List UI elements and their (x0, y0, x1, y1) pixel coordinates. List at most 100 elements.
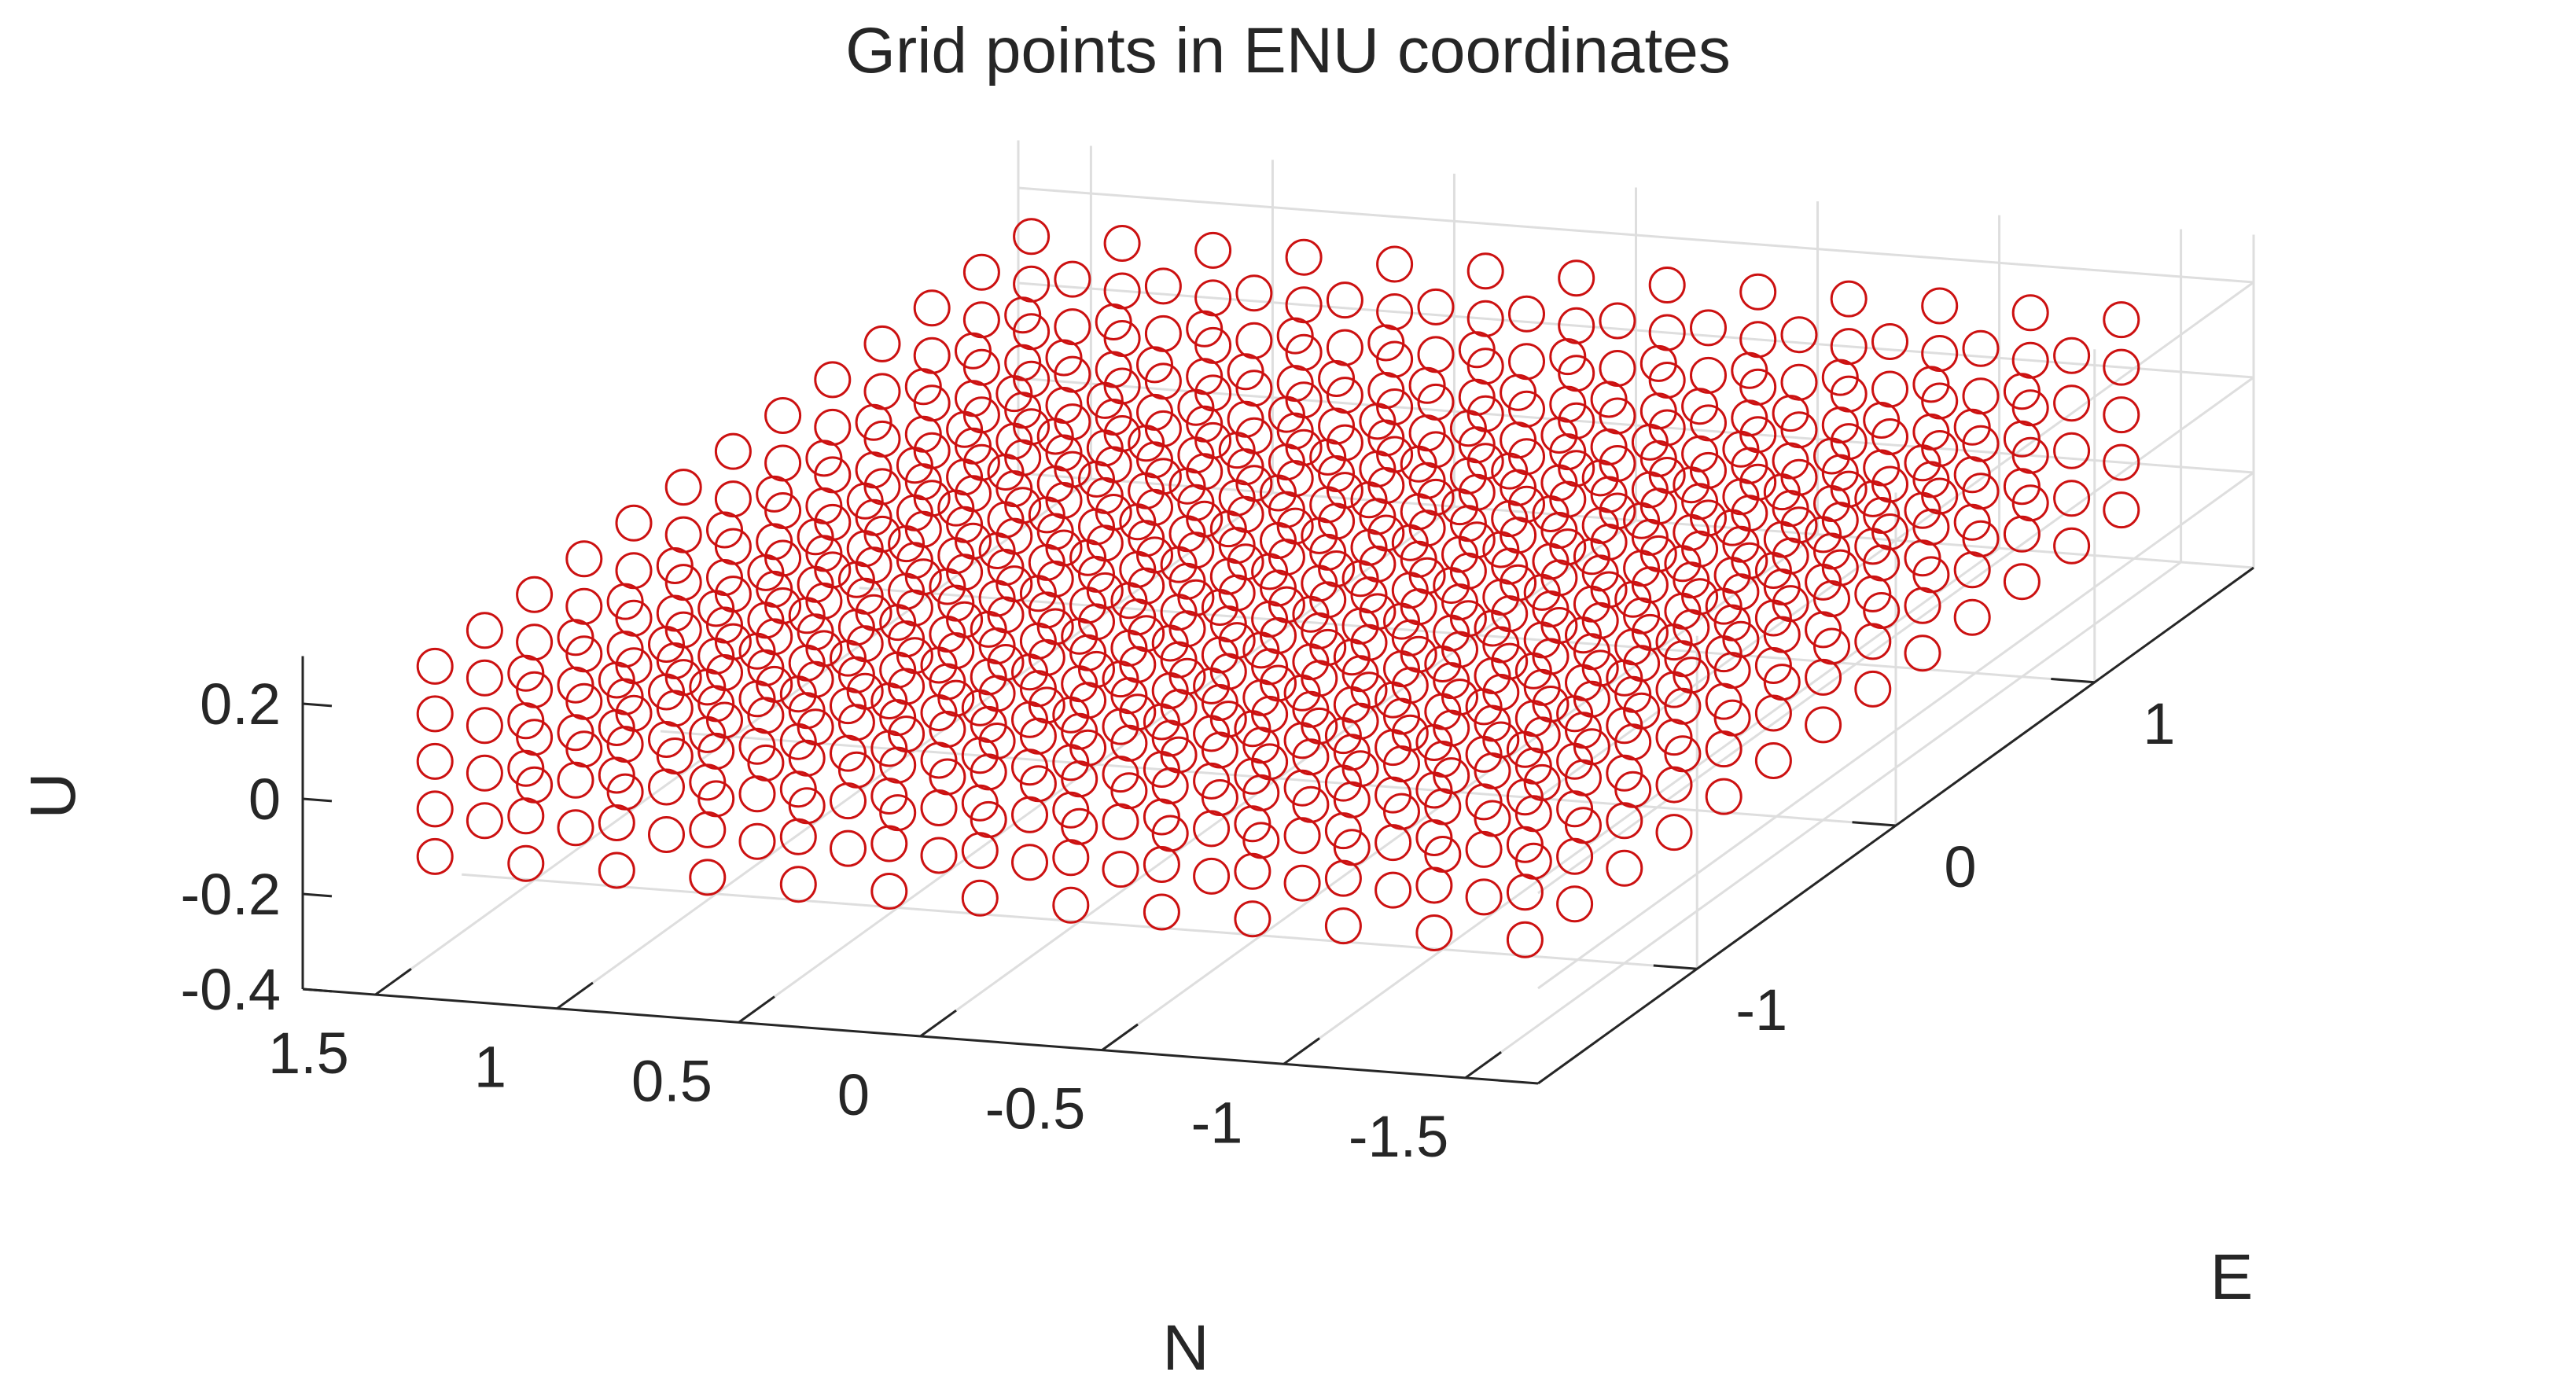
data-point (946, 506, 984, 543)
data-point (1143, 751, 1180, 788)
data-point (788, 739, 826, 777)
data-point (830, 782, 867, 820)
data-point (1763, 616, 1801, 653)
data-point (779, 866, 817, 903)
data-point (1128, 520, 1165, 557)
data-point (416, 742, 454, 780)
data-point (913, 337, 951, 374)
data-point (879, 794, 917, 832)
data-point (1506, 730, 1544, 768)
data-point (507, 702, 545, 740)
data-point (1201, 636, 1238, 674)
data-point (1011, 653, 1048, 691)
data-point (1318, 455, 1356, 492)
data-point (946, 410, 984, 448)
data-point (814, 408, 852, 446)
data-point (1565, 616, 1602, 654)
data-point (1863, 544, 1901, 582)
data-point (1863, 402, 1901, 439)
data-point (1367, 324, 1405, 362)
data-point (1011, 701, 1048, 738)
data-point (507, 654, 545, 692)
data-point (1705, 635, 1742, 673)
n-tick-label: 1.5 (268, 1021, 349, 1086)
data-point (1078, 508, 1115, 546)
data-point (1854, 623, 1892, 660)
data-point (2003, 515, 2041, 553)
data-point (814, 361, 852, 399)
data-point (1532, 543, 1570, 580)
data-point (1415, 914, 1453, 951)
u-tick (302, 892, 333, 898)
data-point (1333, 781, 1371, 818)
data-point (1821, 454, 1859, 491)
data-point (1912, 366, 1950, 403)
data-point (779, 771, 817, 808)
data-point (920, 741, 958, 779)
n-tick (1282, 1037, 1320, 1065)
data-point (1283, 817, 1321, 855)
data-point (1780, 363, 1818, 401)
data-point (2053, 432, 2091, 469)
data-point (1193, 810, 1231, 848)
data-point (1813, 580, 1850, 617)
y-axis-label: E (2210, 1241, 2254, 1313)
data-point (1235, 370, 1273, 407)
data-point (1465, 830, 1503, 868)
data-point (1962, 377, 2000, 415)
data-point (648, 626, 685, 663)
data-point (1813, 485, 1850, 522)
data-point (1292, 785, 1330, 823)
data-point (598, 804, 635, 841)
data-point (1722, 478, 1760, 516)
data-point (2103, 443, 2140, 481)
chart-title: Grid points in ENU coordinates (845, 15, 1731, 86)
data-point (1234, 710, 1271, 748)
grid-line (1537, 471, 2254, 990)
data-point (1581, 459, 1619, 497)
data-point (598, 851, 635, 889)
data-point (1359, 450, 1397, 487)
data-point (987, 454, 1025, 491)
data-point (1854, 480, 1892, 517)
data-point (1854, 670, 1892, 708)
data-point (1590, 428, 1628, 465)
data-point (1391, 524, 1429, 561)
data-point (1433, 614, 1470, 652)
data-point (1500, 373, 1537, 411)
data-point (1590, 476, 1628, 513)
grid-line (660, 730, 1897, 827)
data-point (1193, 762, 1231, 800)
data-point (846, 482, 884, 520)
data-point (1556, 837, 1594, 875)
data-point (1491, 500, 1529, 538)
data-point (1415, 866, 1453, 904)
data-point (1143, 703, 1180, 741)
data-point (788, 692, 826, 730)
data-point (1449, 410, 1487, 447)
data-point (1102, 756, 1139, 793)
data-point (1681, 388, 1719, 425)
data-point (937, 537, 975, 575)
data-point (946, 458, 984, 496)
data-point (1506, 826, 1544, 863)
data-point (1415, 771, 1453, 809)
data-point (1359, 403, 1397, 440)
data-point (1523, 573, 1561, 611)
data-point (978, 627, 1016, 664)
data-point (1830, 280, 1868, 318)
data-point (747, 697, 785, 734)
data-point (870, 730, 908, 767)
data-point (1103, 225, 1141, 262)
data-point (1623, 597, 1661, 634)
data-point (995, 470, 1033, 508)
data-point (1186, 310, 1224, 348)
data-point (1324, 907, 1362, 945)
data-point (1400, 540, 1437, 578)
data-point (606, 583, 644, 620)
data-point (1052, 744, 1090, 782)
grid-line (1537, 281, 2254, 800)
data-point (1128, 425, 1165, 462)
u-tick-label: 0 (248, 767, 281, 832)
data-point (1227, 353, 1264, 391)
